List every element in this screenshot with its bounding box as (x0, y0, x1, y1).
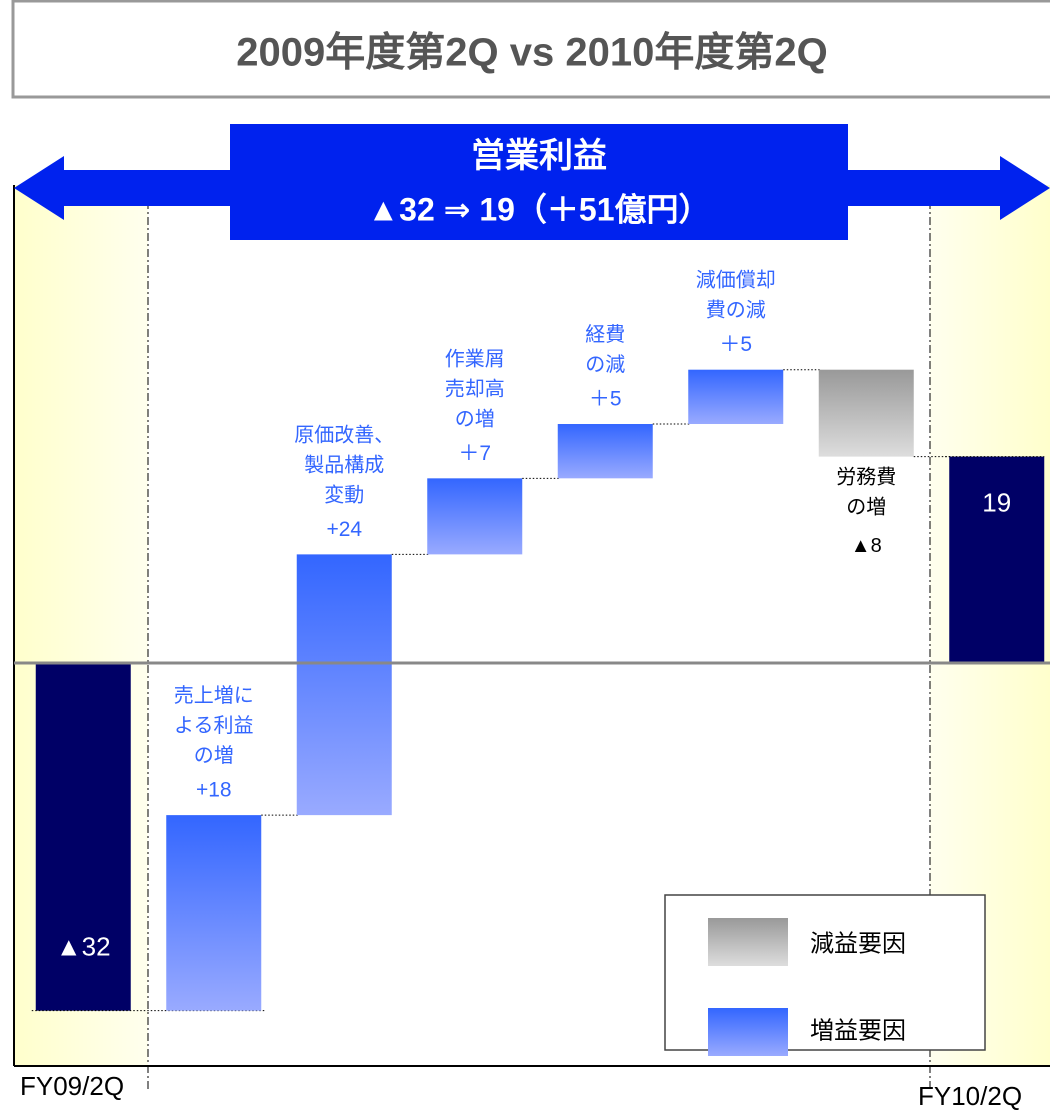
category-label: 売上増による利益の増 (174, 684, 254, 767)
value-label: +24 (326, 518, 362, 541)
legend-swatch (708, 918, 788, 966)
bar (296, 554, 392, 816)
value-label: ＋5 (719, 333, 752, 356)
x-tick-label: FY10/2Q (918, 1081, 1022, 1111)
category-label: 経費の減 (585, 323, 625, 376)
value-label: ▲8 (851, 535, 882, 557)
bar (557, 424, 653, 479)
bar (688, 369, 784, 425)
value-label: 19 (982, 487, 1011, 517)
category-label: 原価改善、製品構成変動 (294, 424, 394, 507)
chart-title: 2009年度第2Q vs 2010年度第2Q (236, 31, 827, 75)
bar (35, 663, 131, 1011)
banner-text: 営業利益 (471, 137, 607, 175)
legend-label: 減益要因 (810, 930, 906, 957)
title-box (11, 0, 1050, 99)
legend-swatch (708, 1008, 788, 1056)
legend-label: 増益要因 (810, 1017, 906, 1044)
marks: ▲32 FY09/2Q +18 売上増による利益の増 +24 原価改善、製品構成変動 ＋7 作… (14, 269, 1050, 1111)
category-label: 減価償却費の減 (696, 269, 776, 322)
value-label: ＋5 (589, 388, 622, 411)
bar (166, 815, 262, 1011)
banner-box (230, 124, 848, 240)
bar (949, 456, 1045, 664)
category-label: 労務費の増 (836, 466, 896, 519)
value-label: ＋7 (458, 442, 491, 465)
banner-text: ▲32 ⇒ 19（＋51億円） (367, 191, 710, 227)
value-label: +18 (196, 779, 232, 802)
bar (818, 369, 914, 457)
value-label: ▲32 (56, 932, 111, 962)
bar (427, 478, 523, 555)
category-label: 作業屑売却高の増 (445, 348, 505, 431)
x-tick-label: FY09/2Q (20, 1071, 124, 1101)
